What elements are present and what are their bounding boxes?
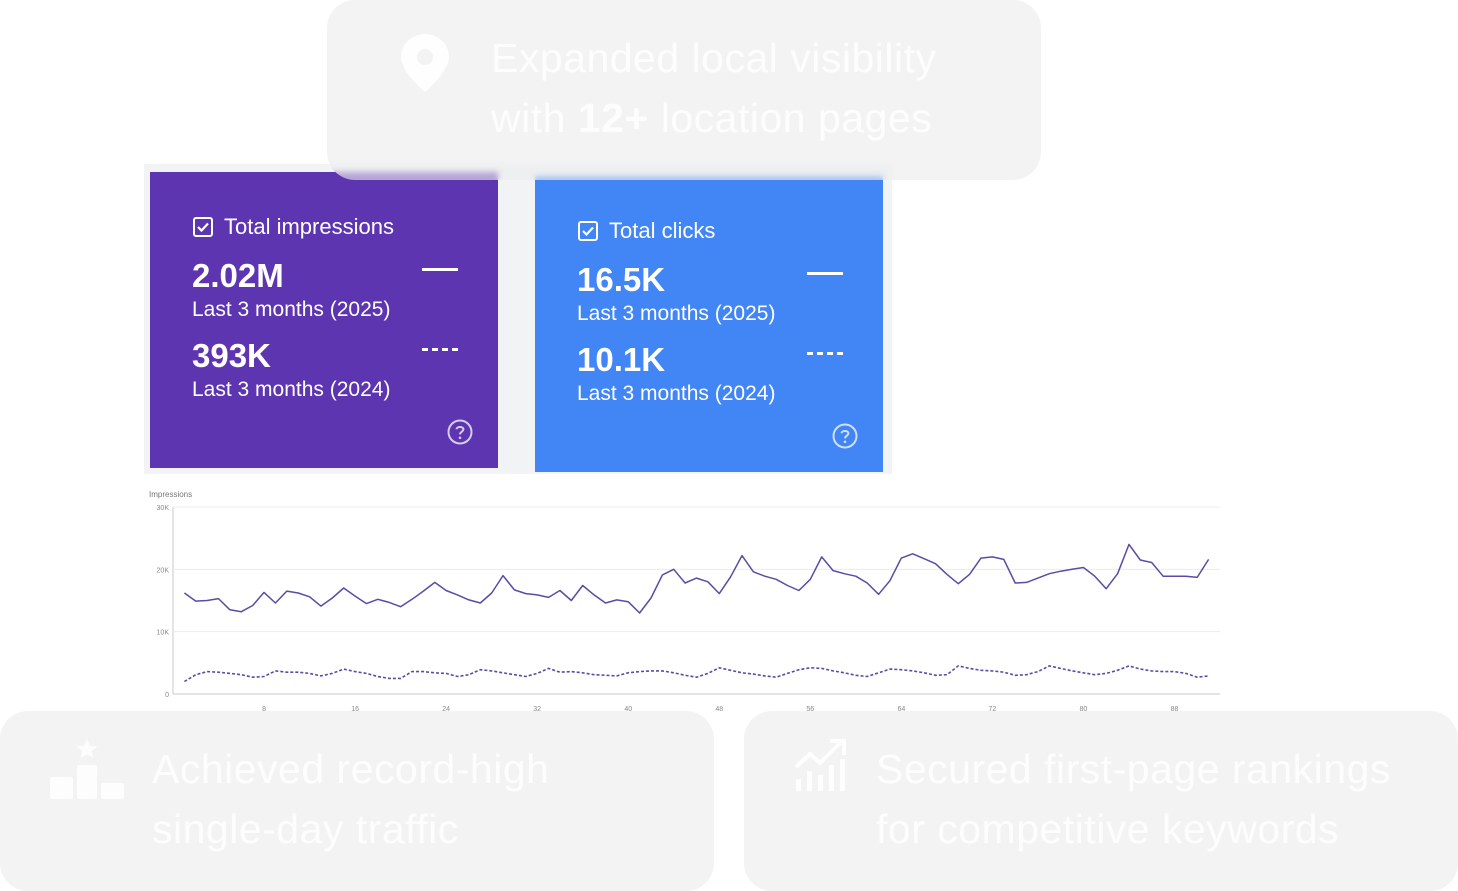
series-line-2024 [183, 665, 1209, 683]
previous-value: 393K [192, 337, 271, 374]
chart-svg: Impressions 30K 20K 10K 0 8 16 24 32 40 48 56 64 72 8… [149, 490, 1220, 713]
total-impressions-card[interactable]: Total impressions 2.02M Last 3 months (2… [150, 172, 498, 468]
x-tick-label: 88 [1171, 706, 1179, 713]
overlay-text: Expanded local visibility with 12+ locat… [491, 28, 937, 148]
overlay-line-2: for competitive keywords [876, 806, 1340, 852]
total-clicks-card[interactable]: Total clicks 16.5K Last 3 months (2025) … [535, 176, 883, 472]
x-tick-label: 80 [1080, 706, 1088, 713]
overlay-line-2: with 12+ location pages [491, 88, 937, 148]
legend-solid-line [422, 268, 458, 271]
y-axis-label: Impressions [149, 490, 192, 499]
x-tick-label: 16 [351, 706, 359, 713]
record-traffic-card: Achieved record-high single-day traffic [0, 711, 714, 891]
overlay-text: Secured first-page rankings for competit… [876, 739, 1391, 859]
previous-value: 10.1K [577, 341, 666, 378]
card-title: Total impressions [224, 214, 394, 239]
current-value: 16.5K [577, 261, 666, 298]
current-period: Last 3 months (2025) [577, 302, 776, 325]
checkbox-checked-icon[interactable] [577, 220, 599, 242]
growth-chart-icon [794, 739, 846, 791]
series-layer [183, 543, 1210, 683]
current-value: 2.02M [192, 257, 284, 294]
card-header[interactable]: Total impressions [192, 214, 394, 240]
help-icon[interactable] [831, 422, 859, 450]
x-tick-label: 64 [897, 706, 905, 713]
y-tick-label: 30K [157, 505, 170, 512]
x-tick-label: 48 [715, 706, 723, 713]
y-tick-label: 10K [157, 630, 170, 637]
legend-dashed-line [807, 352, 843, 355]
previous-period: Last 3 months (2024) [192, 378, 391, 401]
y-tick-label: 0 [165, 692, 169, 699]
impressions-chart: Impressions 30K 20K 10K 0 8 16 24 32 40 48 56 64 72 8… [144, 484, 1234, 716]
legend-solid-line [807, 272, 843, 275]
first-page-rankings-card: Secured first-page rankings for competit… [744, 711, 1458, 891]
legend-dashed-line [422, 348, 458, 351]
local-visibility-card: Expanded local visibility with 12+ locat… [327, 0, 1041, 180]
grid-layer: 30K 20K 10K 0 8 16 24 32 40 48 56 64 72 80 88 [157, 505, 1220, 713]
x-tick-label: 72 [988, 706, 996, 713]
x-tick-label: 40 [624, 706, 632, 713]
podium-star-icon [50, 739, 124, 799]
x-tick-label: 56 [806, 706, 814, 713]
overlay-line-2: single-day traffic [152, 806, 459, 852]
help-icon[interactable] [446, 418, 474, 446]
location-pin-icon [401, 34, 449, 92]
y-tick-label: 20K [157, 567, 170, 574]
overlay-line-2-suffix: location pages [648, 95, 933, 141]
x-tick-label: 8 [262, 706, 266, 713]
x-tick-label: 32 [533, 706, 541, 713]
x-tick-label: 24 [442, 706, 450, 713]
overlay-text: Achieved record-high single-day traffic [152, 739, 549, 859]
overlay-line-1: Achieved record-high [152, 746, 550, 792]
overlay-line-1: Expanded local visibility [491, 35, 937, 81]
previous-period: Last 3 months (2024) [577, 382, 776, 405]
overlay-line-1: Secured first-page rankings [876, 746, 1391, 792]
card-title: Total clicks [609, 218, 716, 243]
checkbox-checked-icon[interactable] [192, 216, 214, 238]
card-header[interactable]: Total clicks [577, 218, 715, 244]
series-line-2025 [183, 543, 1210, 614]
overlay-line-2-bold: 12+ [577, 95, 649, 141]
current-period: Last 3 months (2025) [192, 298, 391, 321]
overlay-line-2-prefix: with [491, 95, 578, 141]
